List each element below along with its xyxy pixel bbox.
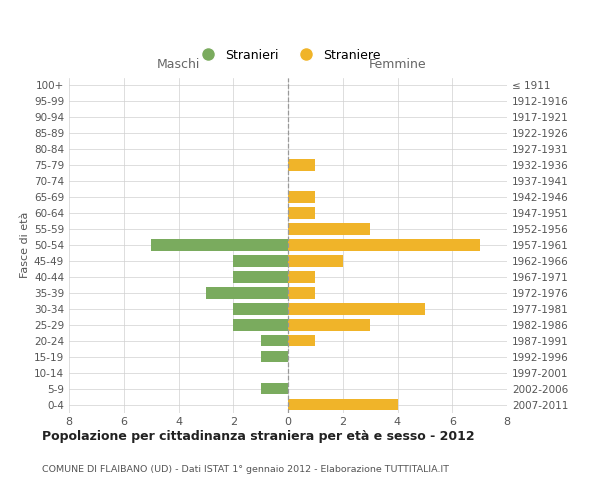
Bar — [288, 335, 316, 346]
Bar — [151, 240, 288, 250]
Bar — [233, 271, 288, 282]
Bar — [233, 255, 288, 266]
Bar — [288, 224, 370, 235]
Text: Maschi: Maschi — [157, 58, 200, 71]
Bar — [288, 240, 479, 250]
Bar — [233, 303, 288, 314]
Bar — [288, 208, 316, 219]
Bar — [288, 160, 316, 171]
Bar — [288, 303, 425, 314]
Text: Popolazione per cittadinanza straniera per età e sesso - 2012: Popolazione per cittadinanza straniera p… — [42, 430, 475, 443]
Bar — [260, 383, 288, 394]
Bar — [260, 351, 288, 362]
Bar — [288, 192, 316, 203]
Bar — [288, 319, 370, 330]
Bar — [233, 319, 288, 330]
Bar — [288, 399, 398, 410]
Y-axis label: Fasce di età: Fasce di età — [20, 212, 30, 278]
Bar — [288, 287, 316, 298]
Text: COMUNE DI FLAIBANO (UD) - Dati ISTAT 1° gennaio 2012 - Elaborazione TUTTITALIA.I: COMUNE DI FLAIBANO (UD) - Dati ISTAT 1° … — [42, 465, 449, 474]
Legend: Stranieri, Straniere: Stranieri, Straniere — [190, 44, 386, 66]
Bar — [206, 287, 288, 298]
Text: Femmine: Femmine — [368, 58, 427, 71]
Bar — [260, 335, 288, 346]
Bar — [288, 255, 343, 266]
Bar — [288, 271, 316, 282]
